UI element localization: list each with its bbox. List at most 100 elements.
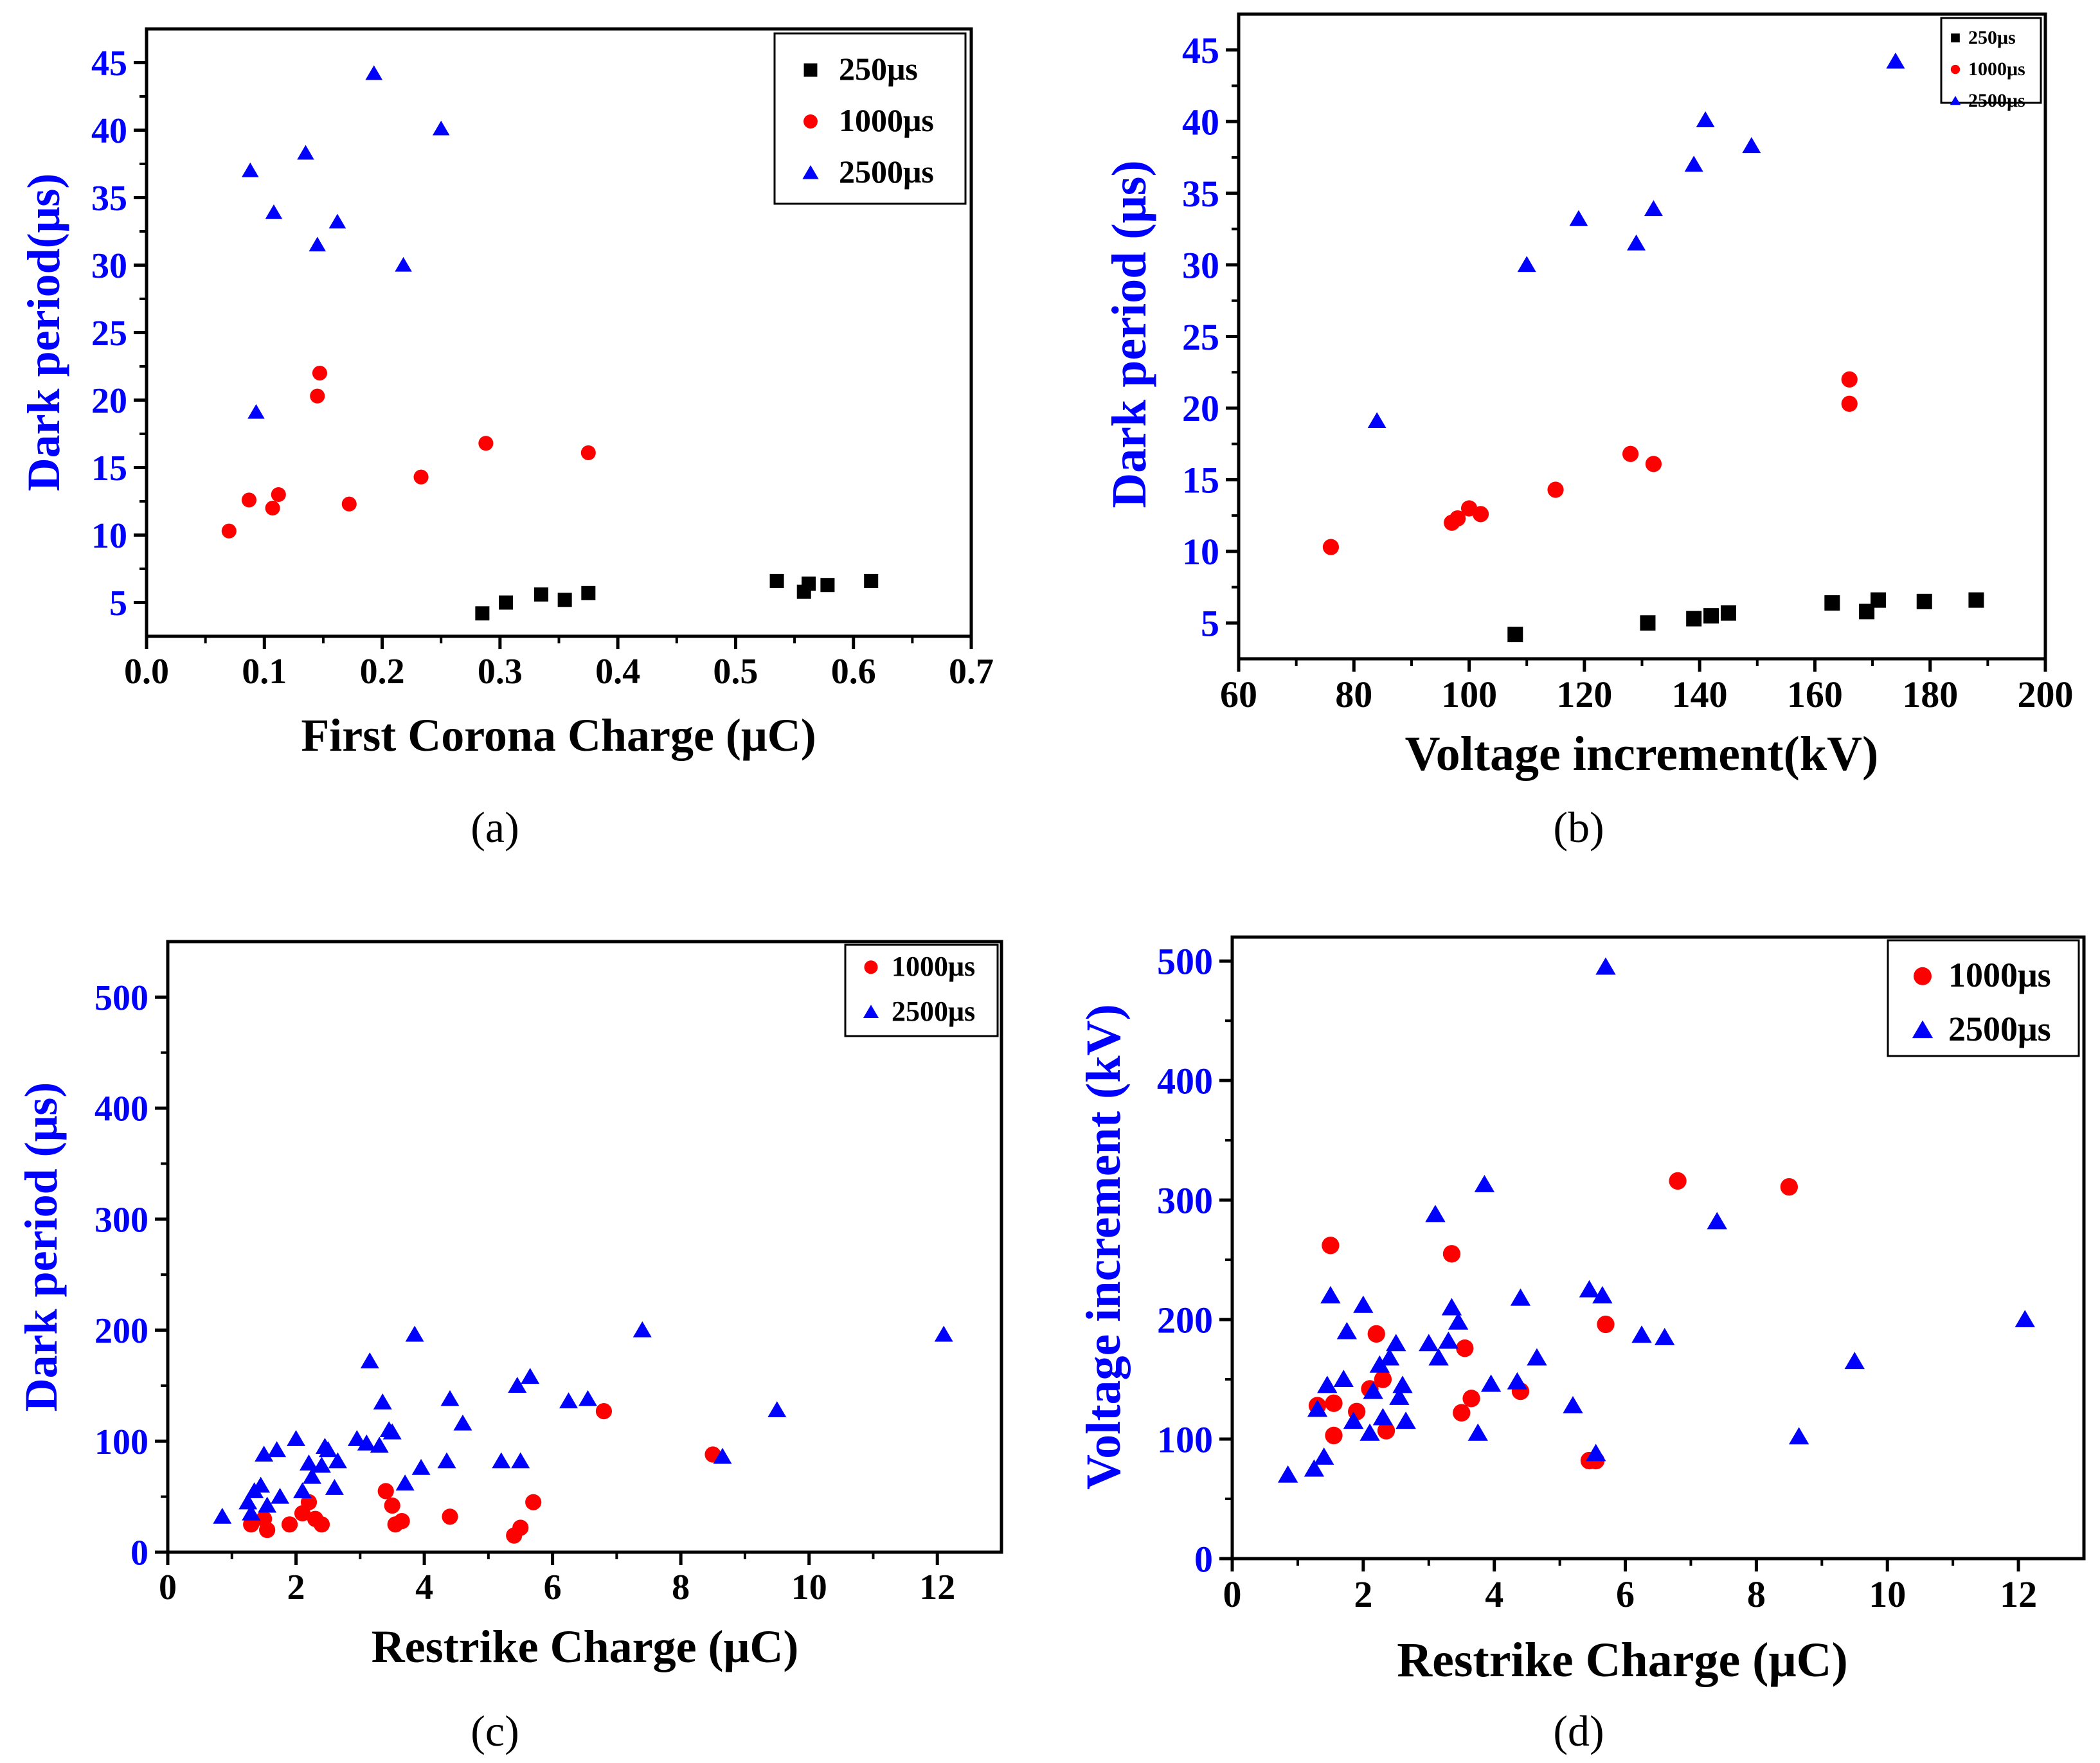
data-point-2500us: [453, 1414, 472, 1431]
data-point-2500us: [1742, 137, 1761, 154]
data-point-2500us: [1353, 1295, 1374, 1313]
panel-c-x-axis-title: Restrike Charge (μC): [372, 1621, 799, 1672]
x-tick-label: 6: [1616, 1573, 1635, 1615]
data-point-250us: [802, 577, 816, 591]
data-point-2500us: [1448, 1312, 1469, 1330]
data-point-2500us: [309, 237, 327, 252]
panel-b-label: (b): [1553, 803, 1604, 852]
data-point-2500us: [318, 1441, 337, 1458]
data-point-2500us: [1579, 1280, 1600, 1298]
y-tick-label: 200: [94, 1311, 148, 1351]
data-point-1000us: [525, 1494, 542, 1510]
data-point-250us: [769, 573, 784, 588]
data-point-1000us: [1547, 481, 1564, 498]
data-point-2500us: [1595, 957, 1616, 975]
x-tick-label: 100: [1441, 674, 1497, 715]
y-tick-label: 25: [91, 314, 127, 353]
data-point-2500us: [934, 1325, 953, 1342]
data-point-2500us: [287, 1430, 306, 1446]
legend-marker-2500us: [1912, 1020, 1934, 1039]
data-point-2500us: [395, 1474, 415, 1490]
data-point-2500us: [1563, 1396, 1583, 1413]
x-tick-label: 60: [1220, 674, 1257, 715]
panel-a-label: (a): [471, 803, 519, 852]
data-point-2500us: [559, 1392, 579, 1409]
legend-marker-1000us: [1950, 64, 1961, 75]
x-tick-label: 0.7: [949, 652, 994, 692]
data-point-1000us: [1841, 395, 1858, 412]
data-point-1000us: [595, 1403, 613, 1420]
x-tick-label: 12: [919, 1568, 955, 1607]
data-point-2500us: [508, 1377, 527, 1393]
x-tick-label: 10: [791, 1568, 827, 1607]
x-tick-label: 4: [415, 1568, 433, 1607]
x-tick-label: 0: [1223, 1573, 1242, 1615]
data-point-2500us: [1336, 1321, 1358, 1339]
data-point-2500us: [258, 1496, 277, 1513]
x-tick-label: 0: [159, 1568, 177, 1607]
x-tick-label: 8: [672, 1568, 690, 1607]
x-tick-label: 8: [1747, 1573, 1766, 1615]
data-point-2500us: [411, 1458, 431, 1475]
data-point-2500us: [325, 1479, 344, 1495]
legend-label-2500us: 2500μs: [839, 154, 934, 190]
data-point-2500us: [1527, 1348, 1547, 1366]
data-point-2500us: [633, 1321, 652, 1338]
x-tick-label: 180: [1902, 674, 1958, 715]
data-point-2500us: [255, 1445, 274, 1462]
panel-c-scatter-chart: 0 2 4 6 8 10 12 0 100 200 300 400 500 1000μs 2500μs R…: [15, 940, 1003, 1755]
data-point-2500us: [1467, 1423, 1488, 1441]
data-point-2500us: [1654, 1328, 1675, 1345]
legend-marker-1000us: [864, 960, 878, 974]
data-point-2500us: [1396, 1411, 1416, 1429]
data-point-1000us: [1780, 1178, 1798, 1196]
data-point-2500us: [293, 1482, 312, 1499]
data-point-2500us: [328, 1452, 347, 1469]
y-tick-label: 300: [94, 1200, 148, 1240]
data-point-2500us: [1307, 1399, 1328, 1417]
data-point-2500us: [1313, 1447, 1334, 1465]
data-point-2500us: [1517, 256, 1536, 273]
legend-marker-2500us: [863, 1005, 879, 1019]
panel-c-legend: 1000μs 2500μs: [844, 944, 999, 1037]
legend-label-250us: 250μs: [839, 51, 918, 87]
data-point-2500us: [1360, 1423, 1380, 1441]
panel-b-scatter-chart: 60 80 100 120 140 160 180 20051015202530354045 …: [1102, 12, 2074, 852]
legend-label-2500us: 2500μs: [892, 996, 975, 1027]
legend-marker-2500us: [802, 165, 819, 179]
data-point-1000us: [1449, 510, 1466, 527]
y-tick-label: 30: [1182, 244, 1219, 286]
y-tick-label: 35: [1182, 173, 1219, 215]
y-tick-label: 30: [91, 246, 127, 286]
x-tick-label: 2: [287, 1568, 305, 1607]
data-point-2500us: [271, 1487, 290, 1504]
y-tick-label: 20: [91, 381, 127, 421]
data-point-1000us: [312, 365, 327, 381]
data-point-2500us: [1438, 1331, 1459, 1349]
data-point-2500us: [1363, 1381, 1383, 1399]
panel-d-label: (d): [1553, 1706, 1604, 1755]
data-point-1000us: [393, 1513, 410, 1530]
panel-b-legend: 250μs 1000μs 2500μs: [1940, 17, 2042, 111]
data-point-1000us: [341, 496, 357, 512]
data-point-2500us: [1844, 1352, 1865, 1370]
data-point-2500us: [395, 256, 412, 272]
data-point-2500us: [300, 1454, 318, 1471]
data-point-2500us: [432, 120, 450, 136]
data-point-2500us: [357, 1434, 376, 1451]
x-tick-label: 0.5: [713, 652, 758, 692]
y-tick-label: 5: [1201, 603, 1219, 645]
panel-b-markers: [1322, 52, 1984, 643]
data-point-1000us: [1367, 1325, 1385, 1343]
panel-b-ticks: 60 80 100 120 140 160 180 200 5 10 15 20 25 30 35 40 45: [1182, 30, 2074, 715]
data-point-1000us: [1322, 1237, 1340, 1255]
data-point-1000us: [1325, 1426, 1343, 1445]
data-point-250us: [581, 586, 596, 600]
legend-label-250us: 250μs: [1968, 27, 2016, 48]
data-point-250us: [499, 595, 514, 610]
data-point-2500us: [1379, 1348, 1400, 1366]
panel-a-y-axis-title: Dark period(μs): [18, 174, 69, 492]
x-tick-label: 80: [1335, 674, 1372, 715]
data-point-2500us: [238, 1493, 258, 1510]
panel-d-ticks: 0 2 4 6 8 10 12 0 100 200 300 400 500: [1157, 940, 2037, 1615]
